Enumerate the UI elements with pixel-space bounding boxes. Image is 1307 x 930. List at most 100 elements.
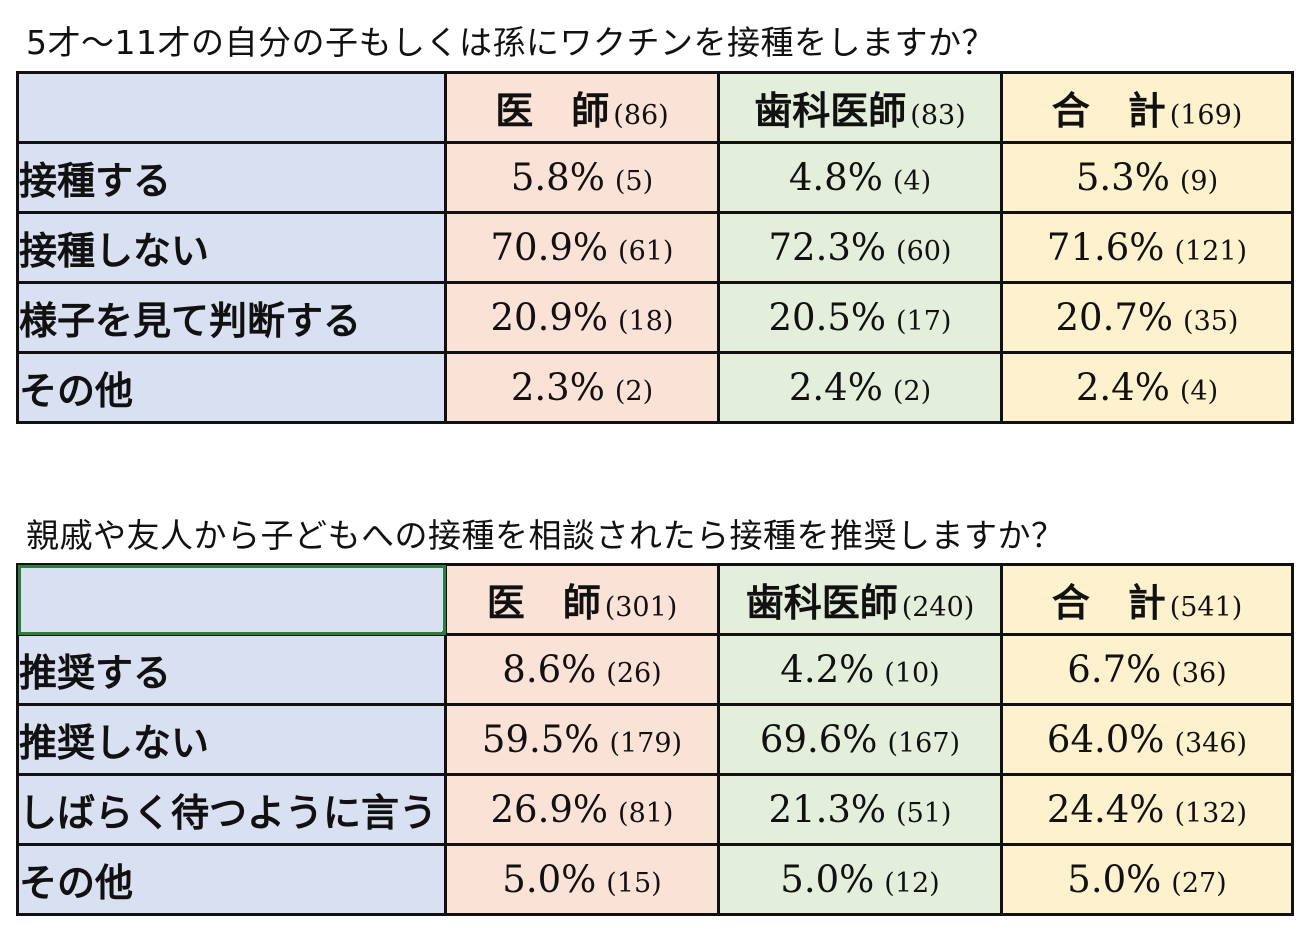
- header-name: 歯科医師: [745, 581, 898, 625]
- header-n: (541): [1169, 592, 1243, 623]
- row-label[interactable]: しばらく待つように言う: [16, 773, 447, 846]
- header-name: 歯科医師: [754, 89, 907, 133]
- count: (4): [1179, 376, 1219, 407]
- percent: 2.3%: [510, 366, 605, 409]
- value-cell[interactable]: 20.5% (17): [717, 281, 1003, 354]
- percent: 72.3%: [768, 226, 887, 269]
- value-cell[interactable]: 6.7% (36): [1000, 633, 1294, 706]
- count: (4): [892, 166, 932, 197]
- header-n: (169): [1169, 100, 1243, 131]
- percent: 20.7%: [1055, 296, 1174, 339]
- count: (26): [606, 658, 662, 689]
- header-total[interactable]: 合 計 (169): [1000, 71, 1294, 144]
- count: (36): [1171, 658, 1227, 689]
- table-row: 接種しない 70.9% (61) 72.3% (60) 71.6% (121): [16, 211, 1294, 284]
- header-n: (83): [910, 100, 966, 131]
- value-cell[interactable]: 2.4% (2): [717, 351, 1003, 424]
- percent: 70.9%: [490, 226, 609, 269]
- percent: 6.7%: [1067, 648, 1162, 691]
- count: (15): [606, 868, 662, 899]
- percent: 4.2%: [780, 648, 875, 691]
- value-cell[interactable]: 64.0% (346): [1000, 703, 1294, 776]
- value-cell[interactable]: 4.2% (10): [717, 633, 1003, 706]
- percent: 71.6%: [1046, 226, 1165, 269]
- header-doctor[interactable]: 医 師 (301): [444, 563, 720, 636]
- count: (2): [614, 376, 654, 407]
- value-cell[interactable]: 8.6% (26): [444, 633, 720, 706]
- question-1-title: 5才～11才の自分の子もしくは孫にワクチンを接種をしますか？: [26, 23, 995, 62]
- value-cell[interactable]: 5.0% (27): [1000, 843, 1294, 916]
- percent: 21.3%: [768, 788, 887, 831]
- header-dentist[interactable]: 歯科医師 (83): [717, 71, 1003, 144]
- value-cell[interactable]: 26.9% (81): [444, 773, 720, 846]
- header-dentist[interactable]: 歯科医師 (240): [717, 563, 1003, 636]
- count: (167): [887, 728, 961, 759]
- header-row: 医 師 (86) 歯科医師 (83) 合 計 (169): [16, 71, 1294, 144]
- value-cell[interactable]: 20.7% (35): [1000, 281, 1294, 354]
- question-2-table: 医 師 (301) 歯科医師 (240) 合 計 (541) 推奨する 8.6% (26…: [16, 563, 1294, 916]
- header-total[interactable]: 合 計 (541): [1000, 563, 1294, 636]
- row-label[interactable]: 接種する: [16, 141, 447, 214]
- header-n: (86): [613, 100, 669, 131]
- question-1-table: 医 師 (86) 歯科医師 (83) 合 計 (169) 接種する 5.8% (5) 4…: [16, 71, 1294, 424]
- percent: 20.9%: [490, 296, 609, 339]
- selected-corner-cell[interactable]: [16, 563, 447, 636]
- value-cell[interactable]: 69.6% (167): [717, 703, 1003, 776]
- percent: 64.0%: [1046, 718, 1165, 761]
- percent: 4.8%: [788, 156, 883, 199]
- count: (121): [1174, 236, 1248, 267]
- table-row: 推奨する 8.6% (26) 4.2% (10) 6.7% (36): [16, 633, 1294, 706]
- row-label[interactable]: 様子を見て判断する: [16, 281, 447, 354]
- value-cell[interactable]: 20.9% (18): [444, 281, 720, 354]
- count: (61): [618, 236, 674, 267]
- percent: 69.6%: [759, 718, 878, 761]
- question-2-title: 親戚や友人から子どもへの接種を相談されたら接種を推奨しますか？: [26, 516, 1065, 555]
- count: (10): [884, 658, 940, 689]
- count: (132): [1174, 798, 1248, 829]
- count: (179): [609, 728, 683, 759]
- row-label[interactable]: 接種しない: [16, 211, 447, 284]
- percent: 2.4%: [1075, 366, 1170, 409]
- table-row: しばらく待つように言う 26.9% (81) 21.3% (51) 24.4% (13…: [16, 773, 1294, 846]
- header-n: (240): [901, 592, 975, 623]
- count: (18): [618, 306, 674, 337]
- header-name: 合 計: [1051, 89, 1166, 133]
- header-doctor[interactable]: 医 師 (86): [444, 71, 720, 144]
- header-row: 医 師 (301) 歯科医師 (240) 合 計 (541): [16, 563, 1294, 636]
- value-cell[interactable]: 2.3% (2): [444, 351, 720, 424]
- percent: 59.5%: [481, 718, 600, 761]
- header-n: (301): [604, 592, 678, 623]
- value-cell[interactable]: 59.5% (179): [444, 703, 720, 776]
- count: (51): [896, 798, 952, 829]
- value-cell[interactable]: 5.3% (9): [1000, 141, 1294, 214]
- corner-cell[interactable]: [16, 71, 447, 144]
- value-cell[interactable]: 4.8% (4): [717, 141, 1003, 214]
- row-label[interactable]: その他: [16, 843, 447, 916]
- percent: 5.3%: [1075, 156, 1170, 199]
- count: (5): [614, 166, 654, 197]
- row-label[interactable]: 推奨しない: [16, 703, 447, 776]
- count: (27): [1171, 868, 1227, 899]
- table-row: 様子を見て判断する 20.9% (18) 20.5% (17) 20.7% (35): [16, 281, 1294, 354]
- value-cell[interactable]: 24.4% (132): [1000, 773, 1294, 846]
- fill-handle[interactable]: [442, 631, 443, 632]
- percent: 26.9%: [490, 788, 609, 831]
- header-name: 医 師: [495, 89, 610, 133]
- percent: 5.0%: [780, 858, 875, 901]
- value-cell[interactable]: 5.0% (15): [444, 843, 720, 916]
- percent: 5.0%: [1067, 858, 1162, 901]
- row-label[interactable]: 推奨する: [16, 633, 447, 706]
- value-cell[interactable]: 21.3% (51): [717, 773, 1003, 846]
- count: (12): [884, 868, 940, 899]
- value-cell[interactable]: 70.9% (61): [444, 211, 720, 284]
- percent: 2.4%: [788, 366, 883, 409]
- value-cell[interactable]: 5.8% (5): [444, 141, 720, 214]
- percent: 20.5%: [768, 296, 887, 339]
- count: (346): [1174, 728, 1248, 759]
- value-cell[interactable]: 71.6% (121): [1000, 211, 1294, 284]
- row-label[interactable]: その他: [16, 351, 447, 424]
- value-cell[interactable]: 5.0% (12): [717, 843, 1003, 916]
- table-row: その他 2.3% (2) 2.4% (2) 2.4% (4): [16, 351, 1294, 424]
- value-cell[interactable]: 2.4% (4): [1000, 351, 1294, 424]
- value-cell[interactable]: 72.3% (60): [717, 211, 1003, 284]
